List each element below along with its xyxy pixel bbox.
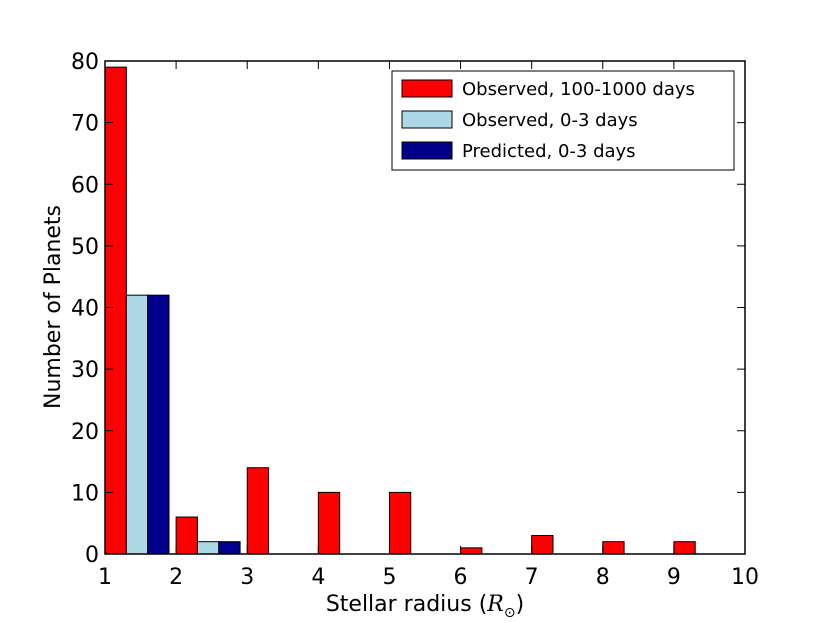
legend: Observed, 100-1000 days Observed, 0-3 da…	[391, 70, 735, 171]
x-tick-label-8: 9	[667, 565, 681, 590]
x-axis-title: Stellar radius (R⊙)	[326, 592, 524, 621]
y-tick-label-0: 0	[85, 543, 99, 568]
bars-group	[104, 66, 696, 555]
y-tick-label-8: 80	[71, 50, 99, 75]
y-tick-label-7: 70	[71, 112, 99, 137]
x-tick-label-4: 5	[382, 565, 396, 590]
bar-series0-bin0	[104, 66, 127, 555]
y-tick-label-1: 10	[71, 481, 99, 506]
bar-series0-bin5	[460, 547, 483, 555]
x-tick-label-5: 6	[454, 565, 468, 590]
x-tick-label-1: 2	[169, 565, 183, 590]
bar-series0-bin1	[175, 516, 198, 555]
bar-series2-bin0	[147, 294, 170, 555]
bar-series0-bin6	[531, 535, 554, 555]
bar-series0-bin3	[317, 491, 341, 555]
legend-label-1: Observed, 0-3 days	[462, 110, 638, 131]
legend-swatch-0	[401, 79, 453, 98]
x-tick-label-9: 10	[731, 565, 759, 590]
y-tick-label-2: 20	[71, 420, 99, 445]
x-tick-label-0: 1	[98, 565, 112, 590]
ticks-group: 0 10 20 30 40 50 60 70 80 1 2 3 4 5 6 7 8 9 10	[71, 50, 759, 590]
x-tick-label-3: 4	[311, 565, 325, 590]
y-tick-label-5: 50	[71, 235, 99, 260]
bar-series1-bin1	[196, 541, 220, 555]
y-tick-label-4: 40	[71, 297, 99, 322]
y-axis-title: Number of Planets	[41, 205, 66, 409]
bar-series2-bin1	[218, 541, 241, 555]
bar-series0-bin7	[602, 541, 625, 555]
legend-swatch-2	[401, 141, 453, 160]
x-tick-label-7: 8	[596, 565, 610, 590]
legend-label-0: Observed, 100-1000 days	[462, 79, 695, 100]
x-tick-label-2: 3	[240, 565, 254, 590]
y-tick-label-3: 30	[71, 358, 99, 383]
bar-series0-bin4	[388, 491, 412, 555]
bar-series0-bin8	[673, 541, 696, 555]
legend-label-2: Predicted, 0-3 days	[462, 141, 636, 162]
y-tick-label-6: 60	[71, 173, 99, 198]
x-tick-label-6: 7	[525, 565, 539, 590]
bar-series0-bin2	[246, 467, 270, 555]
legend-swatch-1	[401, 110, 453, 129]
bar-series1-bin0	[125, 294, 149, 555]
